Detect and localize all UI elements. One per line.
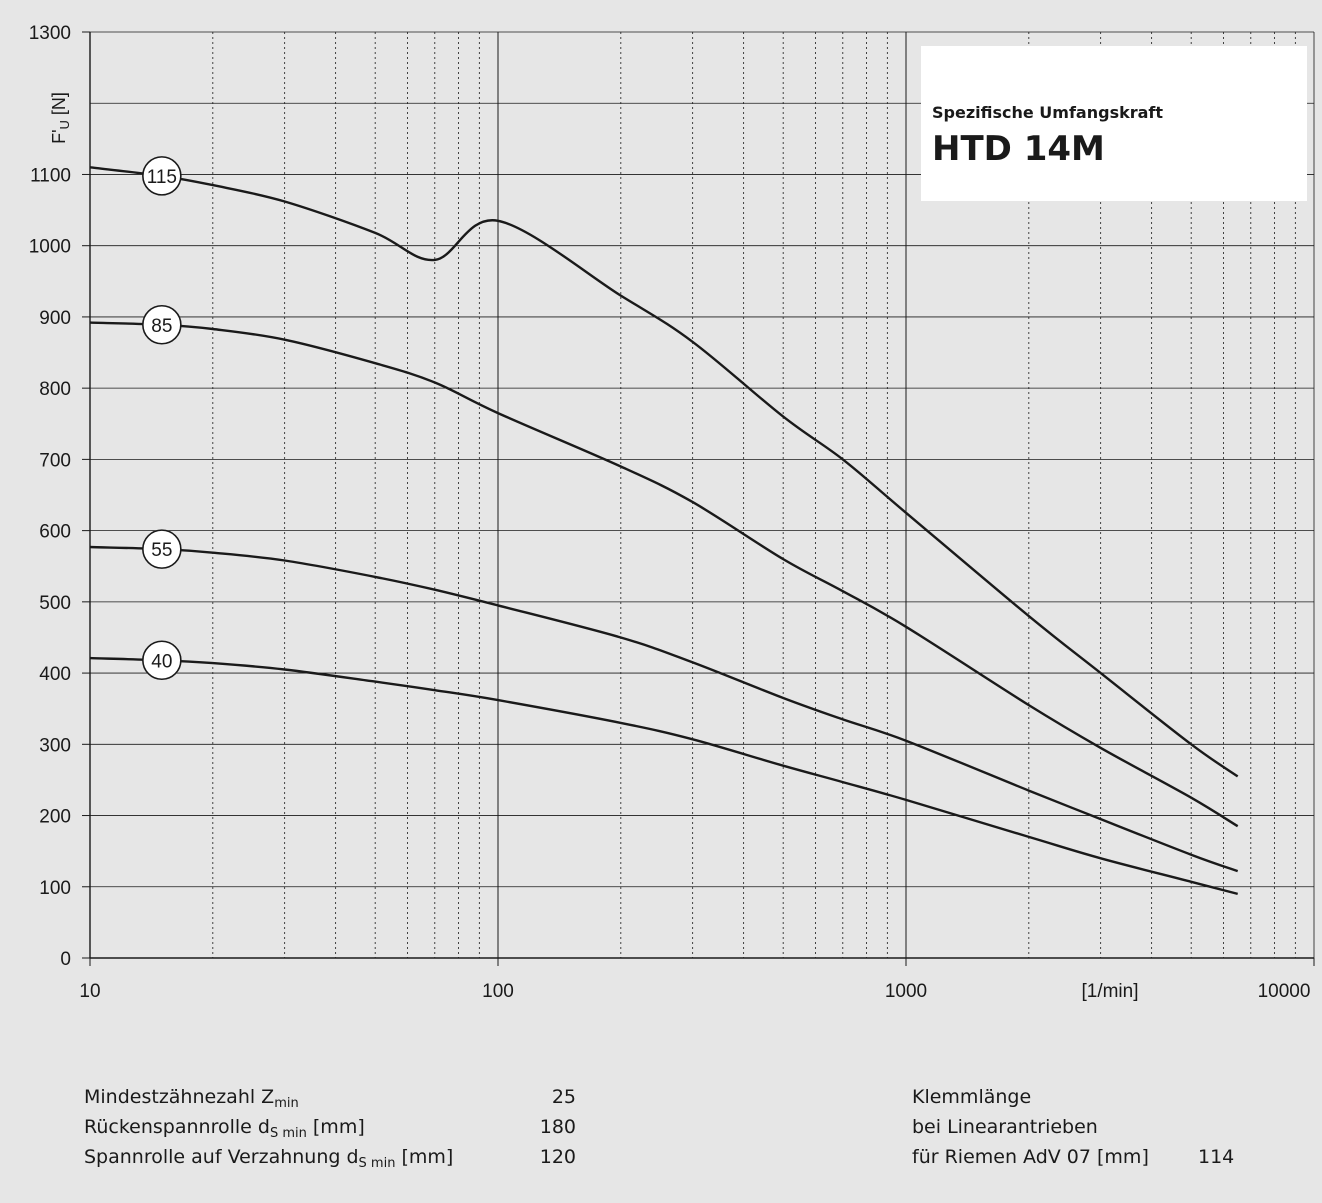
series-line-55 bbox=[89, 545, 1239, 873]
chart-axes: 0 100 200 300 400 500 600 700 800 900 1000 1100 1300… bbox=[29, 23, 1315, 1002]
spec-row-toothed-idler: Spannrolle auf Verzahnung dS min [mm] 12… bbox=[84, 1142, 576, 1172]
series-label-circle bbox=[142, 156, 182, 196]
y-axis-label-main: F' bbox=[49, 129, 69, 143]
series-line-85 bbox=[89, 321, 1239, 828]
spec-row-clamp-length: Klemmlänge bbox=[912, 1082, 1242, 1112]
y-tick-label: 500 bbox=[39, 593, 71, 614]
y-tick-label: 600 bbox=[39, 522, 71, 543]
spec-row-min-teeth: Mindestzähnezahl Zmin 25 bbox=[84, 1082, 576, 1112]
spec-label: Klemmlänge bbox=[912, 1086, 1032, 1108]
spec-label: bei Linearantrieben bbox=[912, 1116, 1098, 1138]
spec-subscript: S min bbox=[358, 1156, 396, 1171]
series-line-40 bbox=[89, 656, 1238, 896]
spec-label: für Riemen AdV 07 [mm] bbox=[912, 1146, 1149, 1168]
spec-subscript: min bbox=[274, 1096, 299, 1111]
y-axis-label: F'U [N] bbox=[49, 92, 72, 144]
spec-row-linear-drives: bei Linearantrieben bbox=[912, 1112, 1242, 1142]
spec-value: 180 bbox=[539, 1116, 576, 1138]
spec-value: 120 bbox=[539, 1146, 576, 1168]
y-tick-label: 900 bbox=[39, 308, 71, 329]
chart-subtitle: HTD 14M bbox=[932, 129, 1105, 169]
chart-series-group: 115 85 55 40 bbox=[89, 156, 1239, 896]
spec-row-back-idler: Rückenspannrolle dS min [mm] 180 bbox=[84, 1112, 576, 1142]
chart-grid bbox=[90, 31, 1315, 958]
series-label-55: 55 bbox=[151, 540, 172, 561]
spec-label: Spannrolle auf Verzahnung d bbox=[84, 1146, 359, 1168]
series-label-circle bbox=[142, 640, 182, 681]
spec-suffix: [mm] bbox=[306, 1116, 365, 1138]
x-tick-label: 10000 bbox=[1258, 981, 1311, 1002]
series-label-115: 115 bbox=[147, 167, 177, 188]
y-tick-label: 100 bbox=[39, 878, 71, 899]
spec-subscript: S min bbox=[269, 1126, 307, 1141]
y-axis-label-sub: U bbox=[57, 120, 72, 129]
y-tick-label: 1000 bbox=[29, 237, 71, 258]
x-tick-label: 100 bbox=[482, 981, 514, 1002]
y-tick-label: 800 bbox=[39, 379, 71, 400]
y-tick-label: 300 bbox=[39, 735, 71, 756]
title-box: Spezifische Umfangskraft HTD 14M bbox=[921, 46, 1307, 201]
series-label-circle bbox=[142, 304, 182, 345]
specs-right: Klemmlänge bei Linearantrieben für Rieme… bbox=[912, 1082, 1242, 1172]
x-axis-label: [1/min] bbox=[1081, 981, 1138, 1002]
spec-value: 114 bbox=[1198, 1146, 1235, 1168]
series-line-115 bbox=[89, 166, 1239, 778]
x-tick-label: 1000 bbox=[885, 981, 927, 1002]
spec-label: Rückenspannrolle d bbox=[84, 1116, 270, 1138]
series-label-40: 40 bbox=[151, 651, 172, 672]
specs-left: Mindestzähnezahl Zmin 25 Rückenspannroll… bbox=[84, 1082, 576, 1172]
y-tick-label: 1100 bbox=[30, 165, 71, 186]
series-label-circle bbox=[142, 529, 182, 569]
y-axis-label-unit: [N] bbox=[49, 92, 69, 120]
x-tick-label: 10 bbox=[79, 981, 100, 1002]
y-tick-label: 200 bbox=[39, 807, 71, 828]
series-label-85: 85 bbox=[151, 316, 172, 337]
y-tick-label: 1300 bbox=[29, 23, 71, 44]
y-tick-label: 400 bbox=[39, 664, 71, 685]
spec-suffix: [mm] bbox=[395, 1146, 454, 1168]
y-tick-label: 0 bbox=[60, 949, 71, 970]
chart-title: Spezifische Umfangskraft bbox=[932, 103, 1163, 122]
spec-label: Mindestzähnezahl Z bbox=[84, 1086, 275, 1108]
y-tick-label: 700 bbox=[39, 450, 71, 471]
spec-row-belt-adv07: für Riemen AdV 07 [mm] 114 bbox=[912, 1142, 1242, 1172]
spec-value: 25 bbox=[551, 1086, 576, 1108]
svg-text:F'U [N]: F'U [N] bbox=[49, 92, 72, 144]
